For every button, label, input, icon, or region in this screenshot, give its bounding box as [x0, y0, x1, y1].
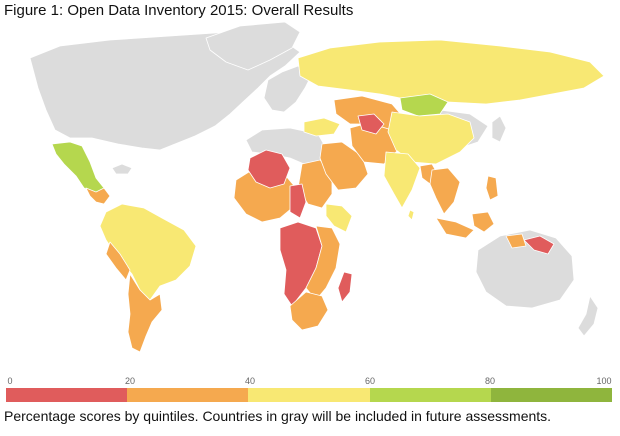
legend-tick-20: 20 [124, 376, 136, 386]
region-madagascar [337, 271, 353, 303]
region-russia [297, 39, 605, 105]
region-mongolia [399, 93, 449, 117]
region-mexico [51, 141, 105, 195]
region-caribbean-gray [111, 163, 133, 175]
region-new-zealand-gray [577, 295, 599, 337]
region-papua-new-guinea [523, 235, 555, 255]
legend-tick-40: 40 [244, 376, 256, 386]
region-sri-lanka [407, 209, 415, 221]
legend-segment-20-40 [127, 388, 249, 402]
region-europe-gray [263, 65, 313, 113]
region-greenland-gray [205, 21, 301, 71]
region-indonesia-west [435, 217, 475, 239]
figure-title: Figure 1: Open Data Inventory 2015: Over… [4, 2, 354, 19]
region-southeast-asia [429, 167, 461, 215]
region-east-africa [305, 225, 341, 301]
legend-tick-60: 60 [364, 376, 376, 386]
region-australia-gray [475, 229, 575, 309]
figure-caption: Percentage scores by quintiles. Countrie… [4, 408, 552, 424]
region-japan [491, 115, 507, 143]
legend-segment-60-80 [369, 388, 491, 402]
world-choropleth-map [29, 21, 605, 353]
region-new-guinea-west [505, 233, 527, 249]
region-andes [105, 241, 131, 281]
region-horn-of-africa [325, 203, 353, 233]
legend-color-bar [6, 388, 613, 402]
region-southern-africa [289, 291, 329, 331]
legend-segment-80-100 [490, 388, 613, 402]
legend-segment-0-20 [6, 388, 128, 402]
region-india [383, 151, 421, 209]
legend-segment-40-60 [248, 388, 370, 402]
region-arabian-peninsula [319, 141, 369, 191]
legend-tick-100: 100 [596, 376, 612, 386]
region-borneo [471, 211, 495, 233]
region-turkmenistan-uzbekistan [357, 113, 385, 135]
quintile-legend: 0 20 40 60 80 100 [6, 376, 613, 406]
region-turkey [303, 117, 341, 137]
legend-tick-0: 0 [7, 376, 13, 386]
region-algeria-mali [247, 149, 291, 189]
region-central-america [85, 187, 111, 205]
legend-tick-80: 80 [484, 376, 496, 386]
region-philippines [485, 175, 499, 201]
region-chad [289, 183, 307, 219]
region-south-america-south [127, 273, 163, 353]
region-china [387, 111, 475, 165]
